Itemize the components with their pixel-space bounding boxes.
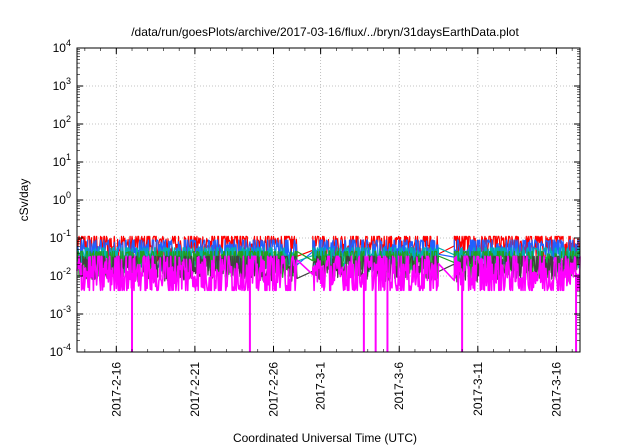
x-tick-label: 2017-3-6 [392,362,406,410]
chart-title: /data/run/goesPlots/archive/2017-03-16/f… [131,25,519,39]
y-tick-label: 101 [53,152,71,169]
y-tick-label: 104 [53,38,71,55]
series-line [76,255,581,292]
y-tick-label: 10-1 [50,228,71,245]
y-tick-label: 10-3 [50,304,71,321]
x-axis-label: Coordinated Universal Time (UTC) [233,431,417,445]
y-tick-label: 10-2 [50,266,71,283]
x-tick-label: 2017-3-16 [549,362,563,417]
y-tick-label: 100 [53,190,71,207]
grid [77,48,580,352]
x-tick-label: 2017-3-11 [471,362,485,416]
y-tick-label: 102 [53,114,71,131]
x-tick-label: 2017-2-26 [266,362,280,417]
y-tick-label: 10-4 [50,342,71,359]
y-axis: 10-4 10-3 10-2 10-1 100 101 102 103 104 [50,38,580,359]
x-tick-label: 2017-2-16 [109,362,123,417]
x-tick-label: 2017-2-21 [188,362,202,417]
series-layer [76,235,581,352]
x-axis: 2017-2-16 2017-2-21 2017-2-26 2017-3-1 2017-… [84,48,573,417]
y-axis-label: cSv/day [17,179,31,222]
y-tick-label: 103 [53,76,71,93]
x-tick-label: 2017-3-1 [314,362,328,410]
